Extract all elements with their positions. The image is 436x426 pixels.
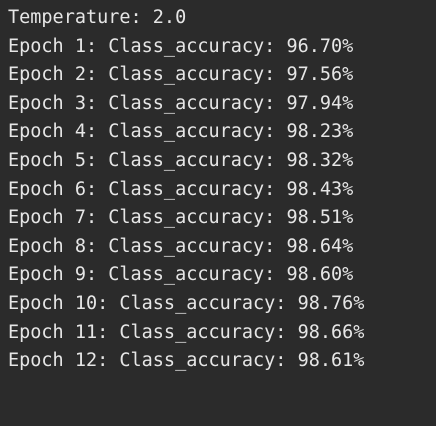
output-line-epoch-7: Epoch 7: Class_accuracy: 98.51% — [8, 207, 354, 229]
output-line-epoch-9: Epoch 9: Class_accuracy: 98.60% — [8, 264, 354, 286]
output-line-epoch-1: Epoch 1: Class_accuracy: 96.70% — [8, 35, 354, 57]
output-line-epoch-10: Epoch 10: Class_accuracy: 98.76% — [8, 292, 365, 314]
output-line-temperature: Temperature: 2.0 — [8, 7, 187, 28]
output-line-epoch-4: Epoch 4: Class_accuracy: 98.23% — [8, 121, 354, 143]
output-line-epoch-2: Epoch 2: Class_accuracy: 97.56% — [8, 64, 354, 86]
output-line-epoch-5: Epoch 5: Class_accuracy: 98.32% — [8, 149, 354, 171]
output-line-epoch-12: Epoch 12: Class_accuracy: 98.61% — [8, 350, 365, 372]
output-line-epoch-3: Epoch 3: Class_accuracy: 97.94% — [8, 92, 354, 114]
output-line-epoch-11: Epoch 11: Class_accuracy: 98.66% — [8, 321, 365, 343]
output-line-epoch-6: Epoch 6: Class_accuracy: 98.43% — [8, 178, 354, 200]
output-line-epoch-8: Epoch 8: Class_accuracy: 98.64% — [8, 235, 354, 257]
